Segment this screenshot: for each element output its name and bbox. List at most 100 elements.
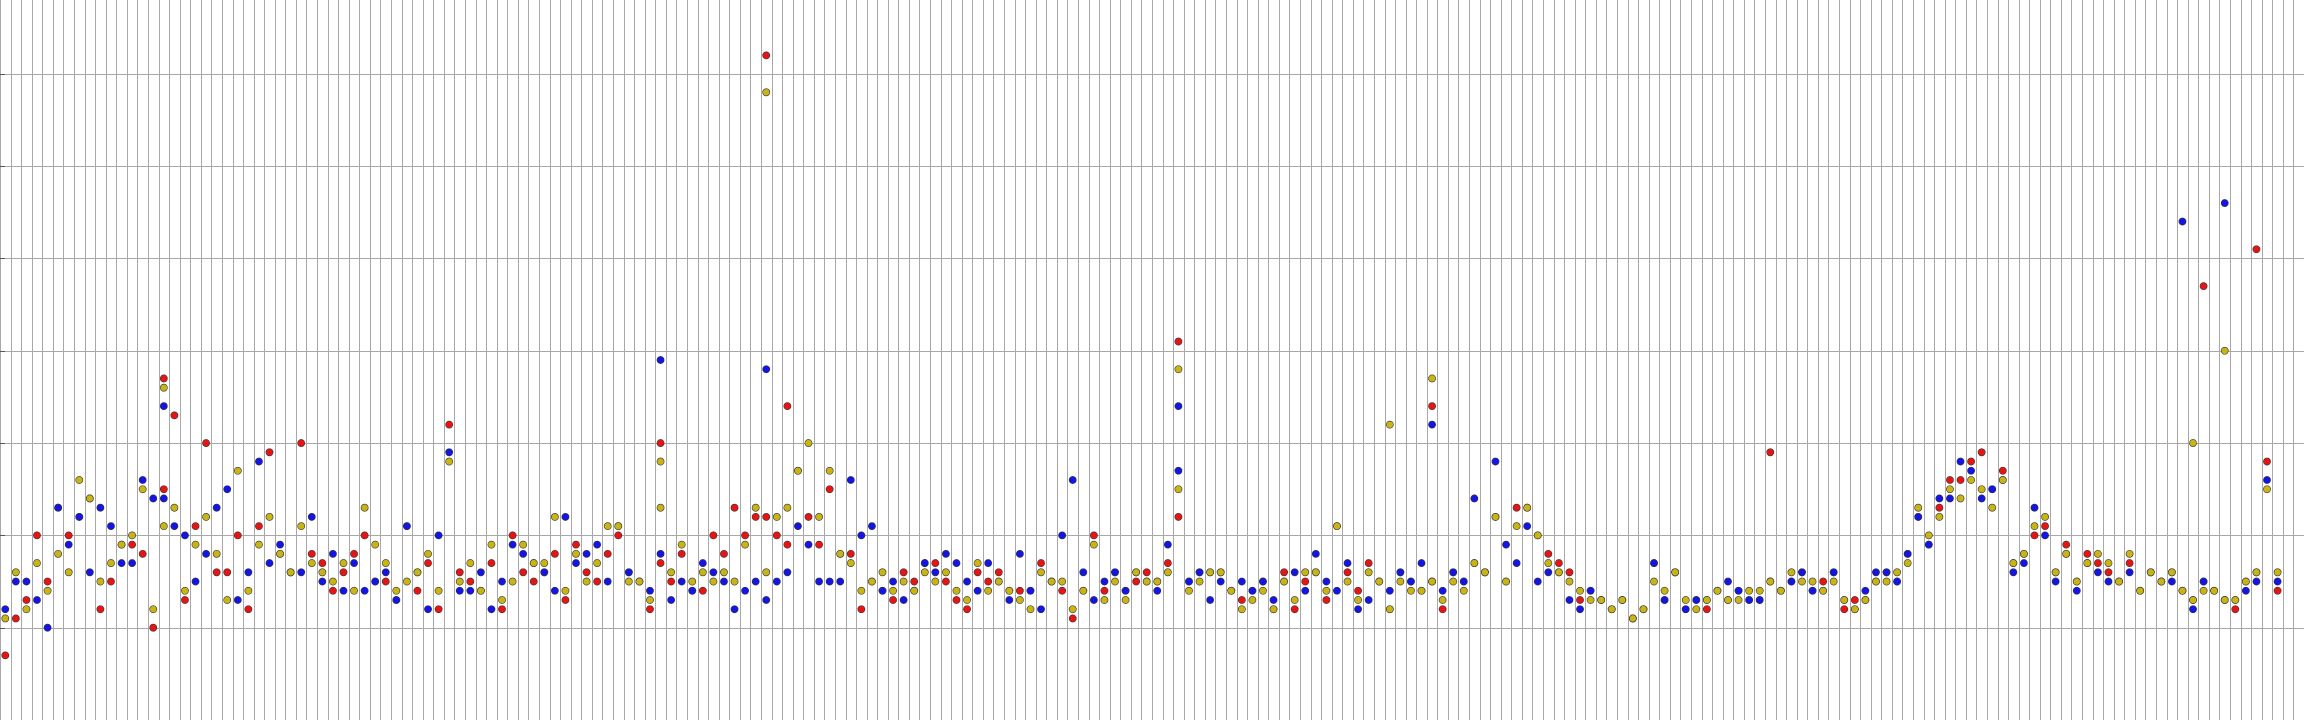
data-point — [1407, 577, 1415, 586]
data-point — [508, 577, 517, 586]
data-point — [1100, 596, 1109, 604]
data-point — [1248, 596, 1257, 604]
data-point — [1808, 577, 1817, 586]
data-point — [751, 577, 760, 586]
data-point — [138, 476, 147, 484]
data-point — [1681, 605, 1690, 614]
data-point — [159, 522, 168, 531]
data-point — [1364, 596, 1373, 604]
data-point — [1417, 559, 1426, 567]
data-point — [2167, 568, 2176, 577]
data-point — [2189, 439, 2197, 447]
data-point — [11, 568, 20, 577]
data-point — [1174, 466, 1183, 475]
data-point — [730, 577, 739, 586]
data-point — [2072, 577, 2081, 586]
data-point — [942, 549, 950, 558]
data-point — [149, 494, 158, 503]
data-point — [1428, 577, 1436, 586]
data-point — [762, 365, 771, 374]
data-point — [899, 568, 908, 577]
data-point — [1491, 513, 1500, 521]
data-point — [107, 559, 115, 567]
data-point — [1396, 577, 1405, 586]
data-point — [878, 586, 887, 595]
data-point — [149, 605, 158, 614]
data-point — [550, 586, 559, 595]
data-point — [1259, 577, 1267, 586]
data-point — [603, 522, 612, 531]
data-point — [424, 605, 432, 614]
data-point — [952, 586, 961, 595]
data-point — [1671, 568, 1680, 577]
data-point — [202, 549, 210, 558]
data-point — [1998, 476, 2007, 484]
data-point — [223, 568, 232, 577]
data-point — [656, 549, 665, 558]
data-point — [466, 559, 475, 567]
data-point — [667, 596, 676, 604]
data-point — [804, 513, 813, 521]
data-point — [128, 540, 137, 549]
data-point — [22, 596, 31, 604]
data-point — [2125, 568, 2134, 577]
data-point — [698, 568, 707, 577]
data-point — [508, 540, 517, 549]
data-point — [1428, 402, 1436, 411]
data-point — [1829, 577, 1838, 586]
data-point — [1745, 596, 1754, 604]
data-point — [2199, 282, 2208, 291]
data-point — [709, 577, 718, 586]
data-point — [402, 522, 411, 531]
data-point — [11, 577, 20, 586]
data-point — [1893, 577, 1902, 586]
data-point — [572, 559, 580, 567]
data-point — [445, 457, 454, 466]
data-point — [1100, 577, 1109, 586]
data-point — [360, 503, 369, 512]
data-point — [804, 540, 813, 549]
data-point — [1206, 568, 1215, 577]
data-point — [1068, 605, 1077, 614]
data-point — [1597, 596, 1606, 604]
data-point — [159, 494, 168, 503]
data-point — [2094, 559, 2102, 567]
data-point — [1037, 559, 1045, 567]
data-point — [149, 623, 158, 632]
data-point — [1333, 586, 1341, 595]
data-point — [1734, 586, 1743, 595]
data-point — [138, 549, 147, 558]
data-point — [2210, 586, 2219, 595]
data-point — [741, 586, 750, 595]
data-point — [603, 549, 612, 558]
data-point — [572, 540, 580, 549]
data-point — [1290, 568, 1299, 577]
data-point — [815, 540, 823, 549]
data-point — [170, 411, 179, 420]
data-point — [920, 559, 929, 567]
data-point — [1988, 503, 1997, 512]
data-point — [1079, 586, 1088, 595]
data-point — [1417, 586, 1426, 595]
data-point — [1, 614, 10, 623]
data-point — [1998, 466, 2007, 475]
data-point — [455, 577, 464, 586]
data-point — [1058, 586, 1067, 595]
data-point — [1237, 605, 1246, 614]
data-point — [804, 439, 813, 447]
data-point — [191, 577, 200, 586]
data-point — [973, 559, 982, 567]
data-point — [899, 577, 908, 586]
data-point — [392, 596, 401, 604]
data-point — [223, 485, 232, 494]
data-point — [1280, 577, 1289, 586]
data-point — [720, 549, 728, 558]
data-point — [350, 586, 358, 595]
data-point — [1185, 586, 1193, 595]
data-point — [455, 586, 464, 595]
data-point — [2083, 549, 2092, 558]
data-point — [836, 549, 845, 558]
data-point — [1935, 494, 1944, 503]
